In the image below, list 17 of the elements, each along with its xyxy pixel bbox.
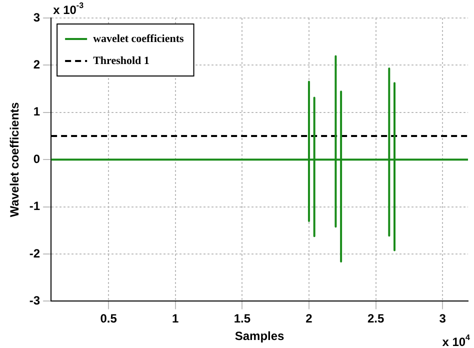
y-tick-label: 3 (33, 10, 40, 24)
x-axis-title: Samples (234, 329, 285, 344)
y-axis-title: Wavelet coefficients (8, 102, 22, 218)
x-tick-label: 3 (439, 312, 446, 326)
y-tick-label: 1 (33, 104, 40, 119)
x-tick-label: 0.5 (100, 312, 118, 326)
y-tick-label: -1 (29, 199, 40, 214)
x-tick-label: 2.5 (367, 312, 384, 326)
y-tick-label: -2 (29, 246, 40, 260)
x-tick-label: 1 (172, 312, 180, 326)
y-tick-label: -3 (29, 294, 40, 308)
x-tick-label: 1.5 (234, 312, 251, 326)
y-tick-label: 0 (33, 152, 40, 166)
x-tick-label: 2 (306, 312, 313, 326)
legend-label: Threshold 1 (93, 54, 150, 67)
y-tick-label: 2 (33, 58, 40, 72)
legend-label: wavelet coefficients (93, 32, 184, 45)
